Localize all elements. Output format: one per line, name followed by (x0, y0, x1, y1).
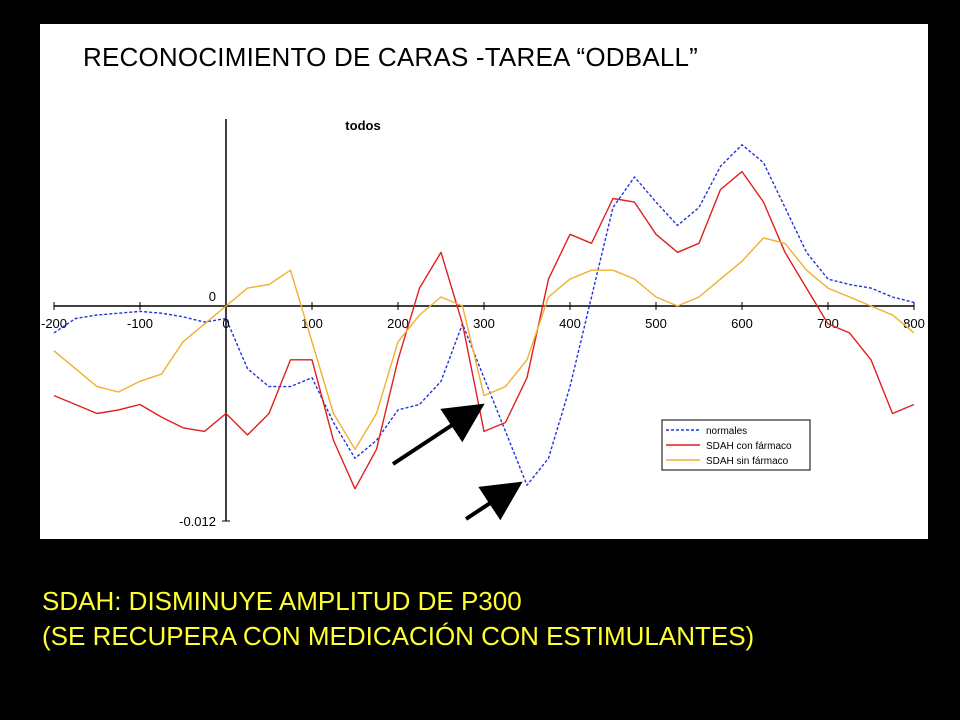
legend-label: SDAH sin fármaco (706, 456, 789, 467)
arrow-annotation-normales (464, 481, 523, 521)
erp-line-chart: -200 -100 0 100 200 300 400 500 600 700 8000-0.012… (41, 118, 925, 529)
chart-title: todos (345, 118, 380, 133)
x-tick-label: 800 (903, 316, 925, 331)
legend-label: SDAH con fármaco (706, 441, 792, 452)
x-tick-label: -100 (127, 316, 153, 331)
x-tick-label: 600 (731, 316, 753, 331)
y-tick-label: -0.012 (179, 514, 216, 529)
series-line-sin-farmaco (53, 237, 915, 450)
slide-title: RECONOCIMIENTO DE CARAS -TAREA “ODBALL” (83, 42, 699, 72)
y-tick-label: 0 (209, 289, 216, 304)
caption-line-1: SDAH: DISMINUYE AMPLITUD DE P300 (42, 586, 522, 616)
x-tick-label: 200 (387, 316, 409, 331)
x-tick-label: 0 (222, 316, 229, 331)
series-line-normales (53, 144, 915, 486)
x-tick-label: 100 (301, 316, 323, 331)
legend-label: normales (706, 426, 747, 437)
arrow-annotation-sin-farmaco (391, 403, 485, 466)
x-tick-label: -200 (41, 316, 67, 331)
x-tick-label: 400 (559, 316, 581, 331)
x-tick-label: 300 (473, 316, 495, 331)
caption-line-2: (SE RECUPERA CON MEDICACIÓN CON ESTIMULA… (42, 621, 755, 651)
x-tick-label: 500 (645, 316, 667, 331)
